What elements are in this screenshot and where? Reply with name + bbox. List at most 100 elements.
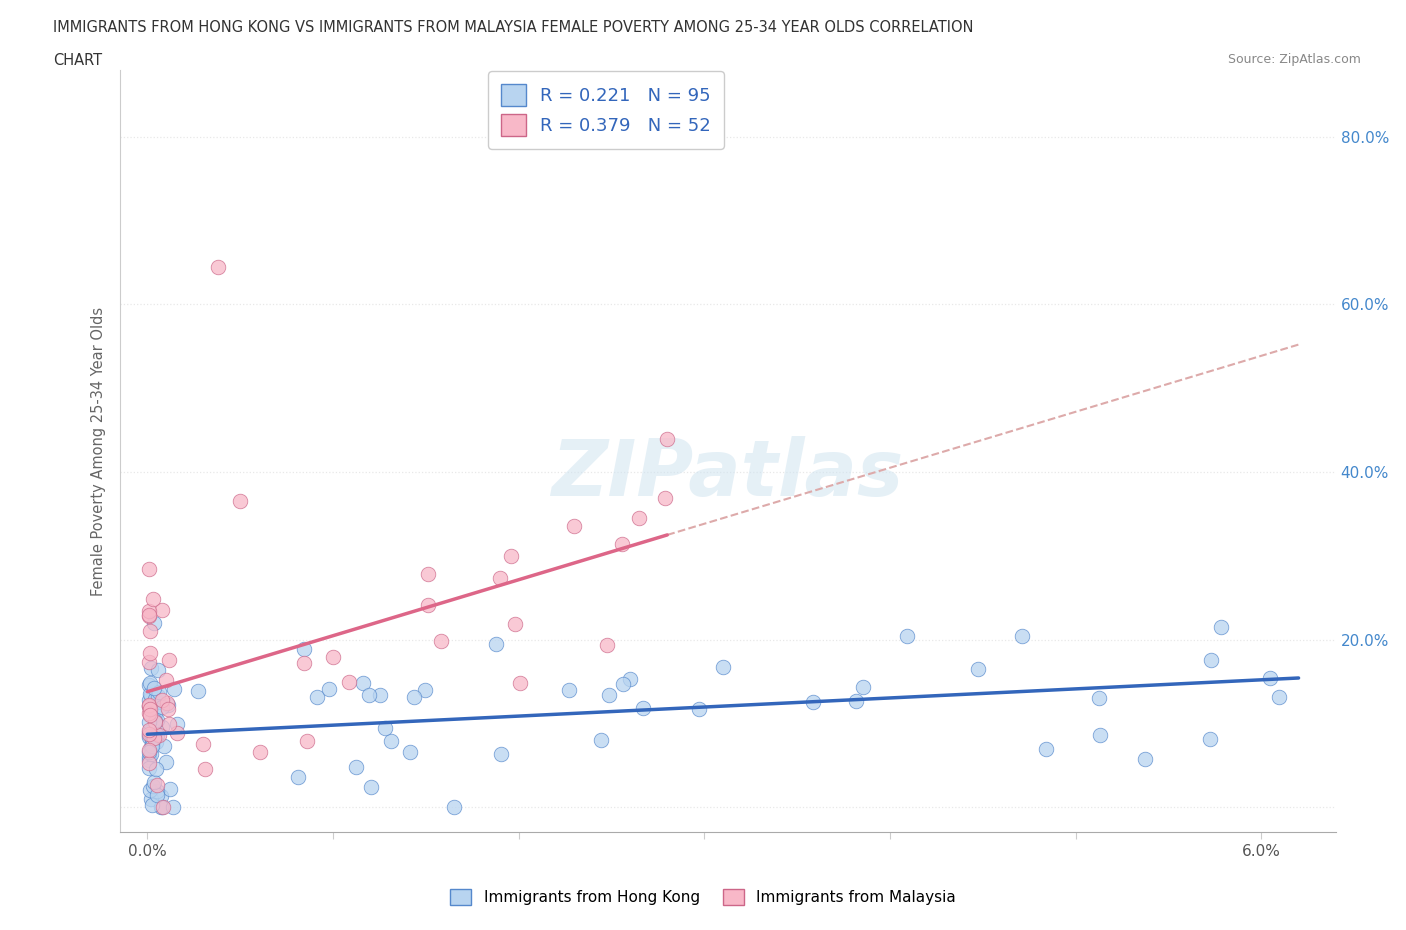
Point [612, 677, 634, 692]
Point [141, 732, 163, 747]
Point [322, 650, 344, 665]
Point [146, 788, 169, 803]
Point [141, 725, 163, 740]
Point [489, 571, 512, 586]
Point [138, 750, 160, 764]
Point [598, 687, 620, 702]
Point [138, 752, 160, 767]
Point [141, 798, 163, 813]
Point [139, 688, 162, 703]
Point [145, 692, 167, 707]
Point [1267, 690, 1289, 705]
Point [1088, 728, 1111, 743]
Point [344, 760, 367, 775]
Point [596, 638, 619, 653]
Point [138, 745, 160, 760]
Point [374, 720, 396, 735]
Point [138, 761, 160, 776]
Point [194, 762, 217, 777]
Point [145, 777, 167, 792]
Point [292, 641, 315, 656]
Point [138, 692, 160, 707]
Point [562, 519, 585, 534]
Point [152, 738, 174, 753]
Point [138, 727, 160, 742]
Point [155, 755, 177, 770]
Point [150, 789, 173, 804]
Point [146, 783, 169, 798]
Point [368, 687, 391, 702]
Point [138, 699, 160, 714]
Point [187, 684, 209, 698]
Point [503, 617, 526, 631]
Point [711, 659, 734, 674]
Point [152, 800, 174, 815]
Point [491, 747, 513, 762]
Point [138, 698, 160, 712]
Point [416, 598, 439, 613]
Point [509, 675, 531, 690]
Point [1258, 671, 1281, 685]
Point [142, 731, 165, 746]
Point [359, 688, 381, 703]
Point [157, 702, 180, 717]
Point [141, 591, 163, 606]
Point [146, 695, 169, 710]
Point [138, 727, 160, 742]
Point [138, 686, 160, 701]
Point [1135, 751, 1157, 766]
Point [150, 800, 173, 815]
Point [155, 672, 177, 687]
Point [145, 761, 167, 776]
Point [156, 696, 179, 711]
Point [145, 735, 167, 750]
Point [967, 662, 990, 677]
Point [138, 698, 160, 713]
Point [141, 740, 163, 755]
Point [138, 715, 160, 730]
Point [150, 699, 173, 714]
Point [138, 604, 160, 618]
Point [416, 566, 439, 581]
Point [360, 779, 382, 794]
Point [430, 633, 453, 648]
Legend: Immigrants from Hong Kong, Immigrants from Malaysia: Immigrants from Hong Kong, Immigrants fr… [444, 883, 962, 911]
Point [380, 734, 402, 749]
Point [654, 490, 676, 505]
Point [1199, 732, 1222, 747]
Text: Source: ZipAtlas.com: Source: ZipAtlas.com [1227, 53, 1361, 66]
Point [402, 689, 425, 704]
Point [295, 734, 318, 749]
Point [139, 747, 162, 762]
Point [1035, 742, 1057, 757]
Point [163, 682, 186, 697]
Point [143, 706, 166, 721]
Point [1211, 619, 1233, 634]
Point [146, 728, 169, 743]
Point [138, 729, 160, 744]
Point [157, 652, 180, 667]
Point [415, 683, 437, 698]
Point [307, 690, 329, 705]
Point [191, 737, 214, 751]
Point [139, 791, 162, 806]
Point [138, 608, 160, 623]
Point [485, 636, 508, 651]
Point [688, 702, 710, 717]
Point [141, 739, 163, 754]
Point [146, 713, 169, 728]
Point [612, 537, 634, 551]
Point [139, 782, 162, 797]
Point [142, 681, 165, 696]
Point [143, 616, 166, 631]
Point [499, 549, 522, 564]
Point [142, 775, 165, 790]
Point [138, 655, 160, 670]
Point [141, 722, 163, 737]
Point [1199, 653, 1222, 668]
Point [148, 684, 170, 699]
Point [150, 720, 173, 735]
Point [801, 695, 824, 710]
Point [852, 680, 875, 695]
Point [619, 671, 641, 686]
